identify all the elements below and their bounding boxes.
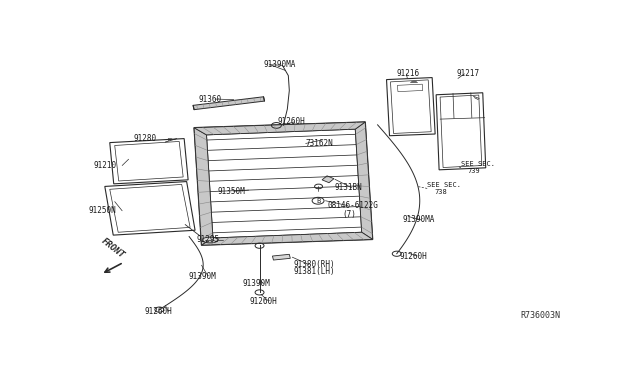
Text: 08146-6122G: 08146-6122G	[328, 201, 379, 210]
Text: 91390M: 91390M	[243, 279, 271, 288]
Text: 91360: 91360	[198, 94, 221, 103]
Text: 91250N: 91250N	[89, 206, 116, 215]
Text: 91217: 91217	[457, 69, 480, 78]
Text: 91216: 91216	[396, 69, 420, 78]
Ellipse shape	[202, 237, 218, 243]
Text: 738: 738	[434, 189, 447, 195]
Text: SEE SEC.: SEE SEC.	[428, 182, 461, 188]
Text: 739: 739	[468, 168, 481, 174]
Polygon shape	[355, 122, 372, 240]
Text: 91260H: 91260H	[145, 307, 172, 316]
Text: FRONT: FRONT	[99, 236, 126, 260]
Polygon shape	[193, 97, 264, 110]
Polygon shape	[322, 176, 334, 183]
Text: 91350M: 91350M	[218, 187, 246, 196]
Text: 91390MA: 91390MA	[264, 60, 296, 69]
Text: B: B	[316, 198, 320, 204]
Text: 91381(LH): 91381(LH)	[293, 267, 335, 276]
Text: R736003N: R736003N	[520, 311, 560, 320]
Text: 91210: 91210	[94, 161, 117, 170]
Text: 91380(RH): 91380(RH)	[293, 260, 335, 269]
Text: SEE SEC.: SEE SEC.	[461, 161, 495, 167]
Text: 91260H: 91260H	[277, 118, 305, 126]
Polygon shape	[202, 232, 372, 245]
Text: 91390MA: 91390MA	[403, 215, 435, 224]
Text: (7): (7)	[342, 210, 356, 219]
Text: 91390M: 91390M	[188, 272, 216, 280]
Text: 91280: 91280	[134, 134, 157, 143]
Text: 91260H: 91260H	[400, 251, 428, 260]
Text: 9131BN: 9131BN	[335, 183, 362, 192]
Polygon shape	[273, 254, 291, 260]
Text: 73162N: 73162N	[306, 139, 333, 148]
Text: 91260H: 91260H	[250, 296, 277, 305]
Polygon shape	[194, 128, 213, 245]
Polygon shape	[194, 122, 365, 135]
Text: 91295: 91295	[196, 235, 220, 244]
